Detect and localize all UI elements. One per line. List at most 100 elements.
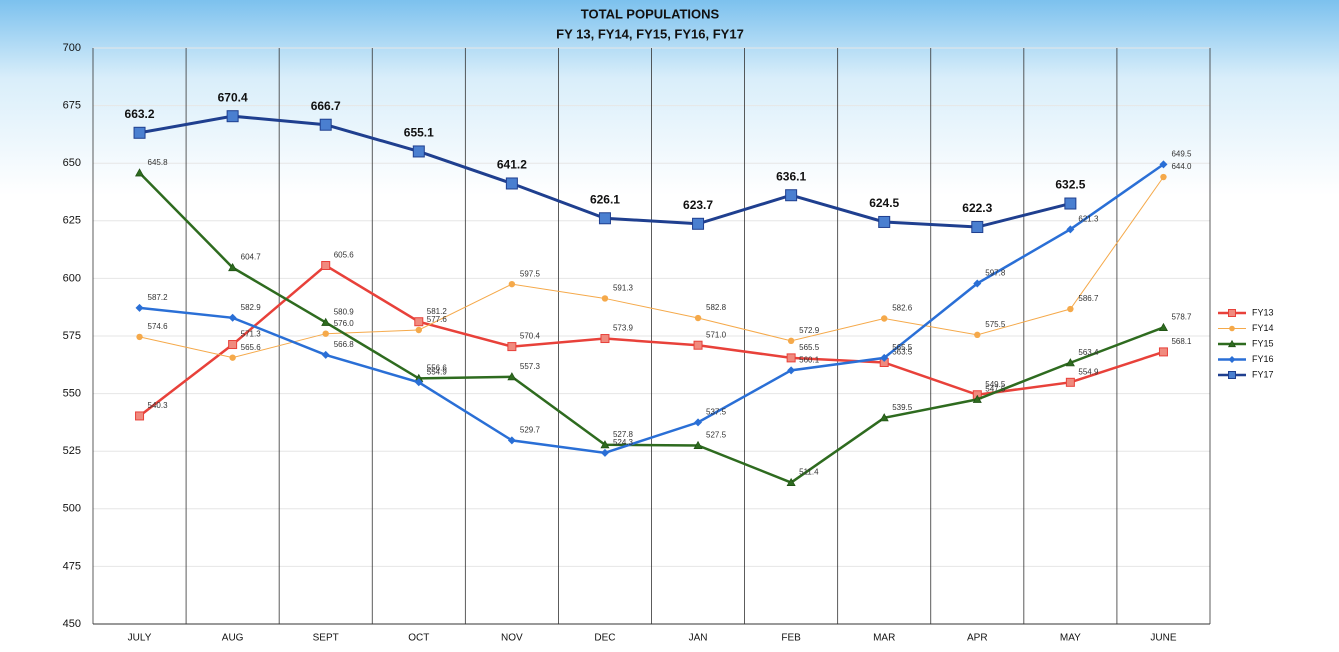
data-label: 524.3: [613, 438, 634, 447]
legend-label: FY17: [1252, 369, 1274, 379]
data-label: 565.5: [799, 343, 820, 352]
data-label: 577.6: [427, 315, 448, 324]
data-label: 621.3: [1078, 214, 1099, 223]
legend-label: FY13: [1252, 307, 1274, 317]
y-tick-label: 575: [63, 330, 81, 342]
data-label: 581.2: [427, 307, 448, 316]
data-label: 586.7: [1078, 294, 1099, 303]
x-tick-label: AUG: [222, 633, 244, 644]
marker: [415, 326, 422, 334]
marker: [228, 340, 238, 350]
data-label: 632.5: [1055, 178, 1085, 192]
data-label: 529.7: [520, 425, 541, 434]
data-label: 556.6: [427, 364, 448, 373]
data-label: 649.5: [1171, 149, 1192, 158]
x-tick-label: SEPT: [313, 633, 339, 644]
marker: [974, 331, 981, 339]
x-tick-label: OCT: [408, 633, 429, 644]
x-tick-label: JAN: [689, 633, 708, 644]
marker: [1159, 160, 1168, 169]
marker: [1160, 173, 1167, 181]
chart-title: TOTAL POPULATIONS: [581, 6, 720, 21]
data-label: 554.9: [1078, 367, 1099, 376]
marker: [505, 177, 518, 190]
marker: [971, 221, 984, 234]
data-label: 644.0: [1171, 162, 1192, 171]
y-tick-label: 450: [63, 618, 81, 630]
marker: [321, 260, 331, 270]
x-tick-label: APR: [967, 633, 988, 644]
marker: [785, 189, 798, 202]
marker: [787, 366, 796, 375]
series-line: [139, 163, 1165, 455]
marker: [1228, 371, 1236, 379]
legend-label: FY14: [1252, 323, 1274, 333]
x-tick-label: FEB: [781, 633, 801, 644]
marker: [228, 313, 237, 322]
data-label: 568.1: [1171, 337, 1192, 346]
data-label: 645.8: [148, 158, 169, 167]
marker: [600, 334, 610, 344]
y-tick-label: 650: [63, 157, 81, 169]
data-label: 511.4: [799, 468, 819, 477]
marker: [135, 411, 145, 421]
marker: [1067, 305, 1074, 313]
marker: [322, 330, 329, 337]
marker: [600, 448, 609, 457]
data-label: 557.3: [520, 362, 541, 371]
data-label: 604.7: [241, 253, 262, 262]
legend-label: FY15: [1252, 338, 1274, 348]
marker: [229, 354, 236, 361]
data-label: 582.8: [706, 303, 727, 312]
y-tick-label: 600: [63, 272, 81, 284]
marker: [321, 317, 331, 326]
series-line: [138, 172, 1164, 484]
marker: [1229, 325, 1235, 332]
data-label: 527.8: [613, 430, 634, 439]
data-label: 582.9: [241, 303, 262, 312]
data-label: 571.3: [241, 330, 262, 339]
marker: [135, 303, 144, 312]
y-tick-label: 675: [63, 100, 81, 112]
marker: [136, 333, 143, 341]
y-tick-label: 475: [63, 560, 81, 572]
data-label: 571.0: [706, 330, 727, 339]
marker: [692, 217, 705, 230]
data-label: 570.4: [520, 332, 541, 341]
data-label: 622.3: [962, 201, 992, 215]
data-label: 623.7: [683, 198, 713, 212]
marker: [879, 413, 889, 422]
marker: [598, 212, 611, 225]
legend-label: FY16: [1252, 354, 1274, 364]
series-line: [139, 176, 1164, 359]
y-tick-label: 500: [63, 503, 81, 515]
marker: [880, 353, 889, 362]
y-tick-label: 625: [63, 215, 81, 227]
data-label: 655.1: [404, 126, 434, 140]
marker: [693, 340, 703, 350]
data-label: 591.3: [613, 284, 634, 293]
marker: [786, 477, 796, 487]
data-label: 547.5: [985, 384, 1006, 393]
data-label: 554.9: [427, 367, 448, 376]
marker: [507, 372, 517, 381]
marker: [693, 440, 703, 449]
marker: [1066, 225, 1075, 234]
data-label: 565.5: [892, 343, 913, 352]
marker: [787, 337, 795, 345]
marker: [601, 295, 609, 302]
data-label: 624.5: [869, 196, 899, 210]
y-tick-label: 525: [63, 445, 81, 457]
data-label: 641.2: [497, 158, 527, 172]
marker: [1065, 358, 1075, 367]
y-tick-label: 700: [63, 42, 81, 54]
marker: [1158, 347, 1168, 357]
y-tick-label: 550: [63, 388, 81, 400]
data-label: 582.6: [892, 304, 913, 313]
data-label: 537.5: [706, 408, 727, 417]
marker: [414, 378, 423, 387]
data-label: 565.6: [241, 343, 262, 352]
chart-subtitle: FY 13, FY14, FY15, FY16, FY17: [556, 26, 744, 41]
marker: [694, 314, 702, 322]
